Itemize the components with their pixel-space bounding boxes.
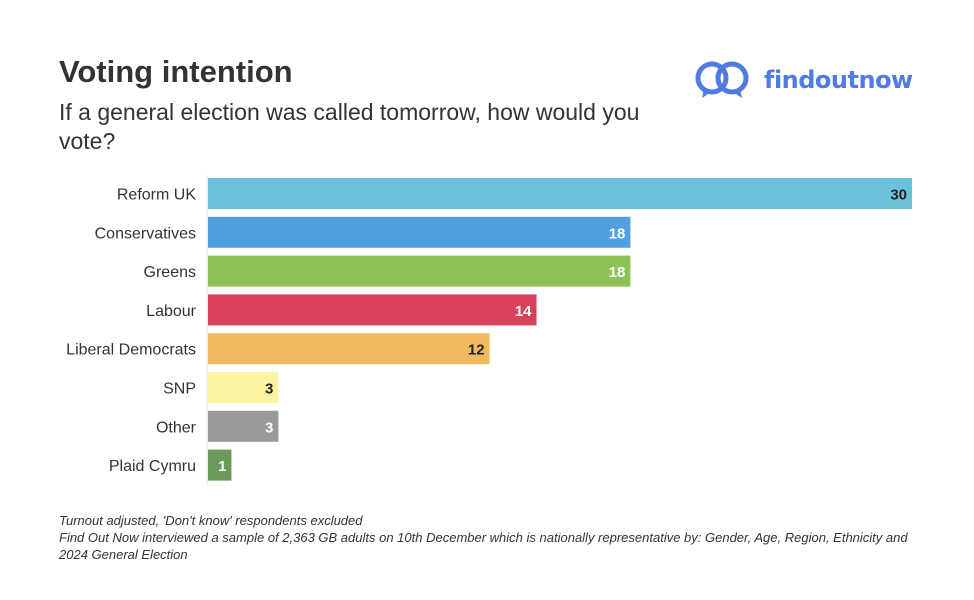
chart-subtitle: If a general election was called tomorro… [59, 99, 640, 154]
bar-other [208, 410, 279, 442]
value-label: 3 [265, 381, 273, 398]
value-label: 18 [609, 264, 626, 281]
interlocking-rings-icon [695, 61, 749, 98]
brand-name: findoutnow [764, 66, 913, 94]
category-label: Reform UK [117, 187, 196, 204]
category-label: SNP [163, 381, 196, 398]
category-label: Greens [144, 264, 196, 281]
category-label: Liberal Democrats [66, 342, 196, 359]
chart-title: Voting intention [59, 54, 293, 89]
footnote-turnout: Turnout adjusted, 'Don't know' responden… [59, 513, 363, 528]
footnote-methodology: Find Out Now interviewed a sample of 2,3… [59, 530, 908, 562]
value-label: 30 [890, 187, 907, 204]
bar-liberal-democrats [208, 333, 490, 365]
category-label: Conservatives [95, 225, 196, 242]
footnotes: Turnout adjusted, 'Don't know' responden… [59, 512, 929, 563]
value-label: 1 [218, 458, 226, 475]
bar-conservatives [208, 216, 631, 248]
bar-snp [208, 372, 279, 403]
bar-plaid-cymru [208, 449, 232, 481]
category-label: Other [156, 419, 197, 436]
category-label: Labour [146, 303, 196, 320]
bar-greens [208, 255, 631, 287]
category-label: Plaid Cymru [109, 458, 196, 475]
value-label: 18 [609, 225, 626, 242]
bar-chart: Reform UK 30 Conservatives 18 Greens 18 Labour… [66, 175, 912, 485]
bar-reform-uk [208, 178, 912, 209]
value-label: 14 [515, 303, 532, 320]
bar-labour [208, 294, 537, 326]
value-label: 12 [468, 342, 485, 359]
value-label: 3 [265, 419, 273, 436]
brand-logo: findoutnow [694, 58, 913, 102]
